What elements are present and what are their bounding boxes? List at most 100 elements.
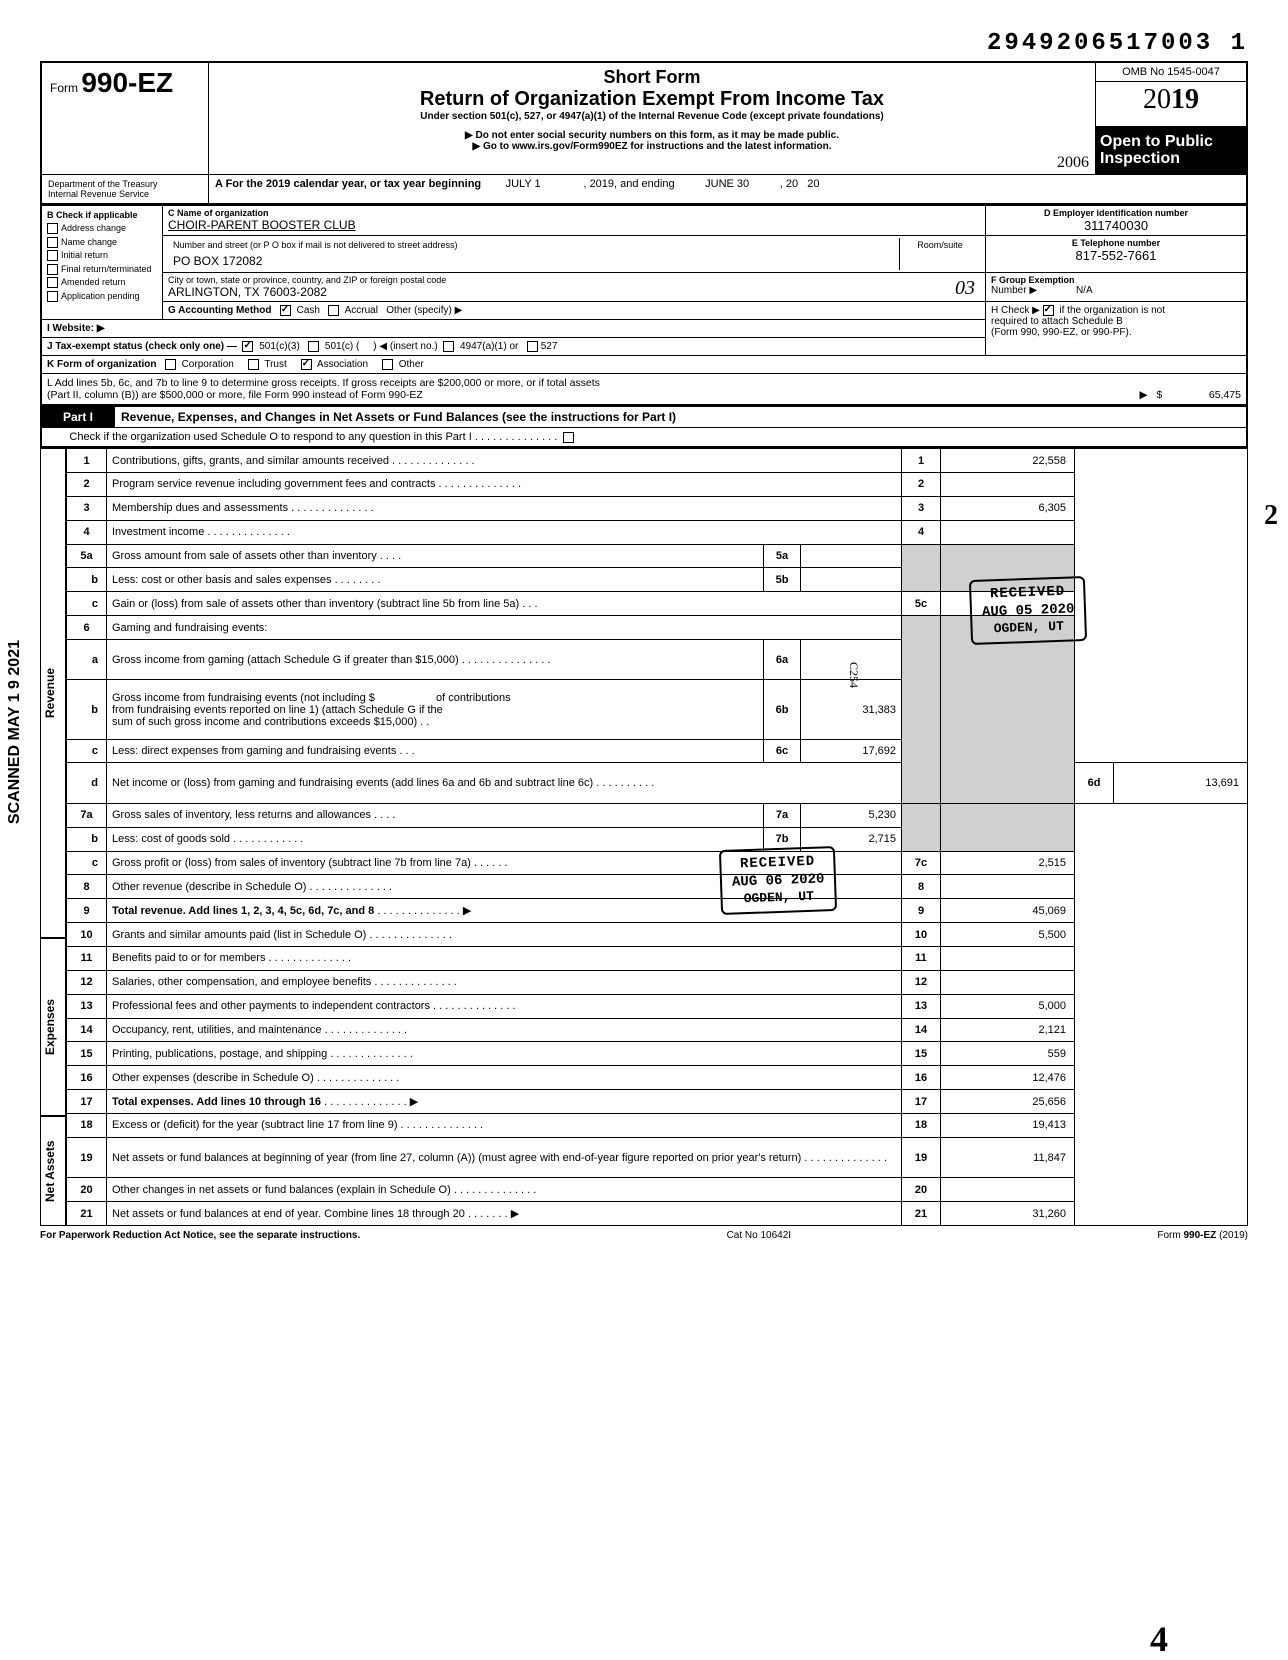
org-name: CHOIR-PARENT BOOSTER CLUB [168,218,980,232]
ln20-desc: Other changes in net assets or fund bala… [112,1184,451,1196]
ln19-num: 19 [67,1137,107,1177]
ln18-num: 18 [67,1114,107,1138]
ln21-amt: 31,260 [941,1202,1075,1226]
ln5c-num: c [67,592,107,616]
footer-right: Form 990-EZ (2019) [1157,1230,1248,1241]
chk-corp[interactable] [165,359,176,370]
ln21-col: 21 [902,1202,941,1226]
period-endyr-label: , 20 [780,178,798,190]
k-label: K Form of organization [47,359,156,370]
ln12-desc: Salaries, other compensation, and employ… [112,976,371,988]
ln1-col: 1 [902,449,941,473]
ln13-amt: 5,000 [941,994,1075,1018]
ln11-desc: Benefits paid to or for members [112,952,265,964]
f-label: F Group Exemption [991,275,1241,285]
chk-schedule-o[interactable] [563,432,574,443]
chk-other-org[interactable] [382,359,393,370]
ln15-num: 15 [67,1042,107,1066]
period-mid: , 2019, and ending [583,178,674,190]
received-stamp-1: RECEIVED AUG 05 2020 OGDEN, UT [969,576,1088,645]
chk-trust[interactable] [248,359,259,370]
ln6b-desc2: of contributions [436,692,511,704]
chk-initial[interactable] [47,250,58,261]
part1-label: Part I [41,407,115,428]
h-text2: if the organization is not [1059,305,1165,316]
ln10-desc: Grants and similar amounts paid (list in… [112,929,366,941]
chk-501c[interactable] [308,341,319,352]
i-label: I Website: ▶ [47,323,105,334]
ln8-desc: Other revenue (describe in Schedule O) [112,881,306,893]
ln12-num: 12 [67,970,107,994]
e-label: E Telephone number [991,238,1241,248]
ln5b-desc: Less: cost or other basis and sales expe… [112,574,332,586]
footer-mid: Cat No 10642I [727,1230,792,1241]
chk-527[interactable] [527,341,538,352]
f-number-label: Number ▶ [991,285,1037,296]
ln3-amt: 6,305 [941,496,1075,520]
ln20-col: 20 [902,1178,941,1202]
l-text1: L Add lines 5b, 6c, and 7b to line 9 to … [47,377,1241,389]
ln9-col: 9 [902,899,941,923]
chk-address[interactable] [47,223,58,234]
ln6b-num: b [67,680,107,739]
ln10-col: 10 [902,923,941,947]
short-form-title: Short Form [213,67,1091,88]
ln3-num: 3 [67,496,107,520]
chk-501c3[interactable] [242,341,253,352]
ln21-num: 21 [67,1202,107,1226]
tax-year: 2019 [1096,82,1246,118]
ln5a-num: 5a [67,544,107,568]
ln14-desc: Occupancy, rent, utilities, and maintena… [112,1024,322,1036]
ln5b-mcol: 5b [764,568,801,592]
ln4-col: 4 [902,520,941,544]
ln3-desc: Membership dues and assessments [112,502,288,514]
period-label: A For the 2019 calendar year, or tax yea… [215,178,481,190]
chk-cash[interactable] [280,305,291,316]
ln2-desc: Program service revenue including govern… [112,478,435,490]
ln5a-mcol: 5a [764,544,801,568]
lines-table: 1 Contributions, gifts, grants, and simi… [66,448,1248,1226]
chk-name[interactable] [47,237,58,248]
room-label: Room/suite [900,238,981,252]
ln18-col: 18 [902,1114,941,1138]
ln5a-desc: Gross amount from sale of assets other t… [112,550,377,562]
ln6a-mcol: 6a [764,639,801,679]
ln16-desc: Other expenses (describe in Schedule O) [112,1072,314,1084]
ln1-desc: Contributions, gifts, grants, and simila… [112,455,389,467]
j-label: J Tax-exempt status (check only one) — [47,341,237,352]
chk-accrual[interactable] [328,305,339,316]
ln8-amt [941,875,1075,899]
group-exemption: N/A [1076,285,1093,296]
ln6c-num: c [67,739,107,763]
part1-title: Revenue, Expenses, and Changes in Net As… [115,407,1248,428]
ln8-num: 8 [67,875,107,899]
chk-amended[interactable] [47,277,58,288]
ln13-num: 13 [67,994,107,1018]
footer: For Paperwork Reduction Act Notice, see … [40,1226,1248,1241]
chk-assoc[interactable] [301,359,312,370]
ln19-desc: Net assets or fund balances at beginning… [112,1152,801,1164]
ln5b-mamt [801,568,902,592]
ln11-col: 11 [902,947,941,971]
chk-4947[interactable] [443,341,454,352]
chk-h[interactable] [1043,305,1054,316]
ln16-num: 16 [67,1066,107,1090]
period-begin: JULY 1 [506,178,541,190]
ln9-num: 9 [67,899,107,923]
ln16-amt: 12,476 [941,1066,1075,1090]
d-label: D Employer identification number [991,208,1241,218]
ln20-num: 20 [67,1178,107,1202]
chk-final[interactable] [47,264,58,275]
ln4-amt [941,520,1075,544]
part1-check-line: Check if the organization used Schedule … [69,431,471,443]
part1-header: Part I Revenue, Expenses, and Changes in… [40,406,1248,448]
period-endyr: 20 [807,178,819,190]
ln10-amt: 5,500 [941,923,1075,947]
side-expenses: Expenses [40,938,66,1116]
org-info-table: B Check if applicable Address change Nam… [40,205,1248,406]
ln7a-mcol: 7a [764,803,801,827]
box-b: B Check if applicable Address change Nam… [41,205,163,319]
ln17-col: 17 [902,1090,941,1114]
chk-pending[interactable] [47,291,58,302]
ln6d-amt: 13,691 [1114,763,1248,803]
